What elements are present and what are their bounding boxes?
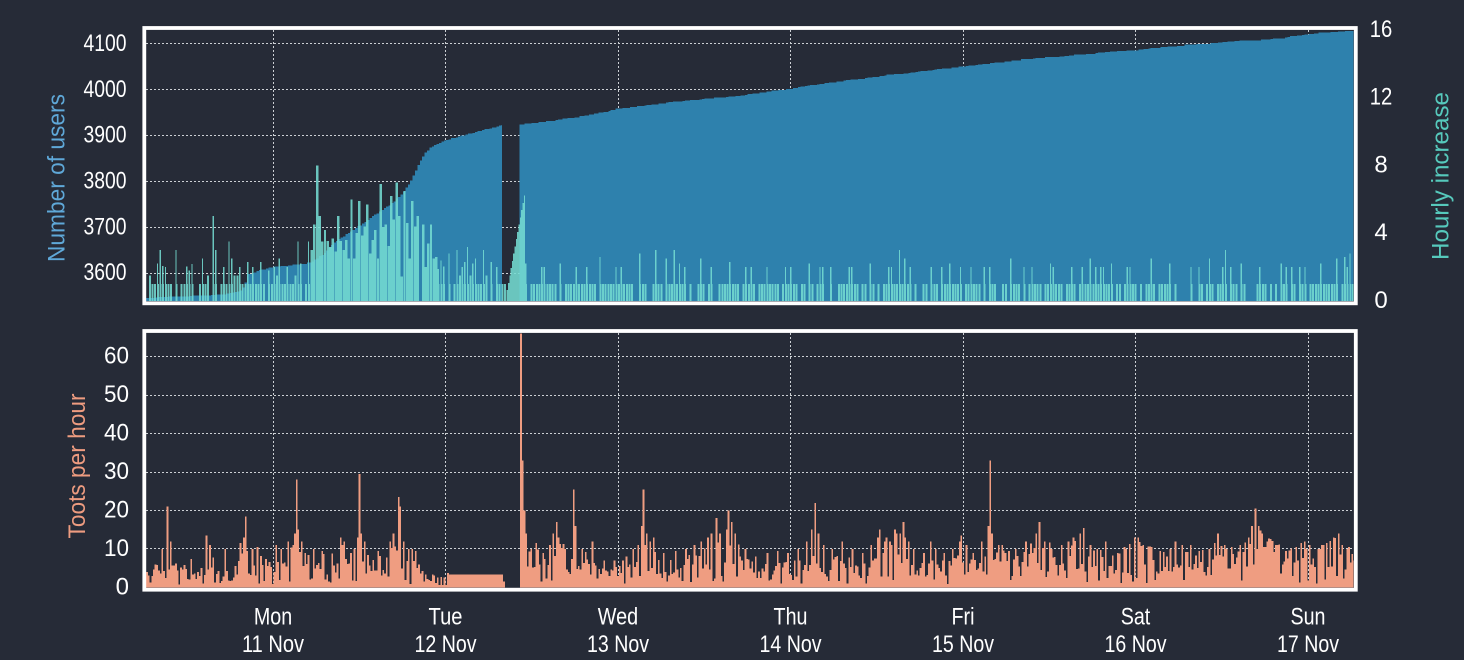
svg-text:3800: 3800 xyxy=(84,168,127,195)
svg-text:12 Nov: 12 Nov xyxy=(415,631,477,658)
svg-text:30: 30 xyxy=(104,458,129,485)
svg-text:3900: 3900 xyxy=(84,122,127,149)
svg-text:4100: 4100 xyxy=(84,30,127,57)
svg-text:15 Nov: 15 Nov xyxy=(932,631,994,658)
svg-text:0: 0 xyxy=(1374,287,1387,314)
svg-text:16 Nov: 16 Nov xyxy=(1105,631,1167,658)
svg-text:8: 8 xyxy=(1374,151,1387,178)
svg-text:Number of users: Number of users xyxy=(44,94,71,262)
svg-text:16: 16 xyxy=(1370,16,1393,43)
svg-text:12: 12 xyxy=(1370,84,1393,111)
svg-text:40: 40 xyxy=(104,420,129,447)
svg-text:Toots per hour: Toots per hour xyxy=(64,393,91,538)
svg-text:Sat: Sat xyxy=(1121,603,1151,630)
svg-text:50: 50 xyxy=(104,381,129,408)
svg-text:Fri: Fri xyxy=(952,603,975,630)
svg-text:0: 0 xyxy=(116,573,129,600)
svg-text:Tue: Tue xyxy=(429,603,463,630)
svg-text:4: 4 xyxy=(1374,219,1387,246)
svg-text:Thu: Thu xyxy=(774,603,808,630)
svg-text:Wed: Wed xyxy=(598,603,638,630)
svg-text:14 Nov: 14 Nov xyxy=(760,631,822,658)
svg-text:Mon: Mon xyxy=(254,603,292,630)
svg-text:20: 20 xyxy=(104,497,129,524)
svg-text:3700: 3700 xyxy=(84,213,127,240)
svg-text:3600: 3600 xyxy=(84,259,127,286)
svg-text:Sun: Sun xyxy=(1291,603,1326,630)
svg-text:11 Nov: 11 Nov xyxy=(242,631,304,658)
svg-text:17 Nov: 17 Nov xyxy=(1277,631,1339,658)
svg-text:13 Nov: 13 Nov xyxy=(587,631,649,658)
svg-text:4000: 4000 xyxy=(84,76,127,103)
svg-text:10: 10 xyxy=(104,535,129,562)
svg-text:Hourly increase: Hourly increase xyxy=(1428,92,1455,260)
svg-text:60: 60 xyxy=(104,343,129,370)
